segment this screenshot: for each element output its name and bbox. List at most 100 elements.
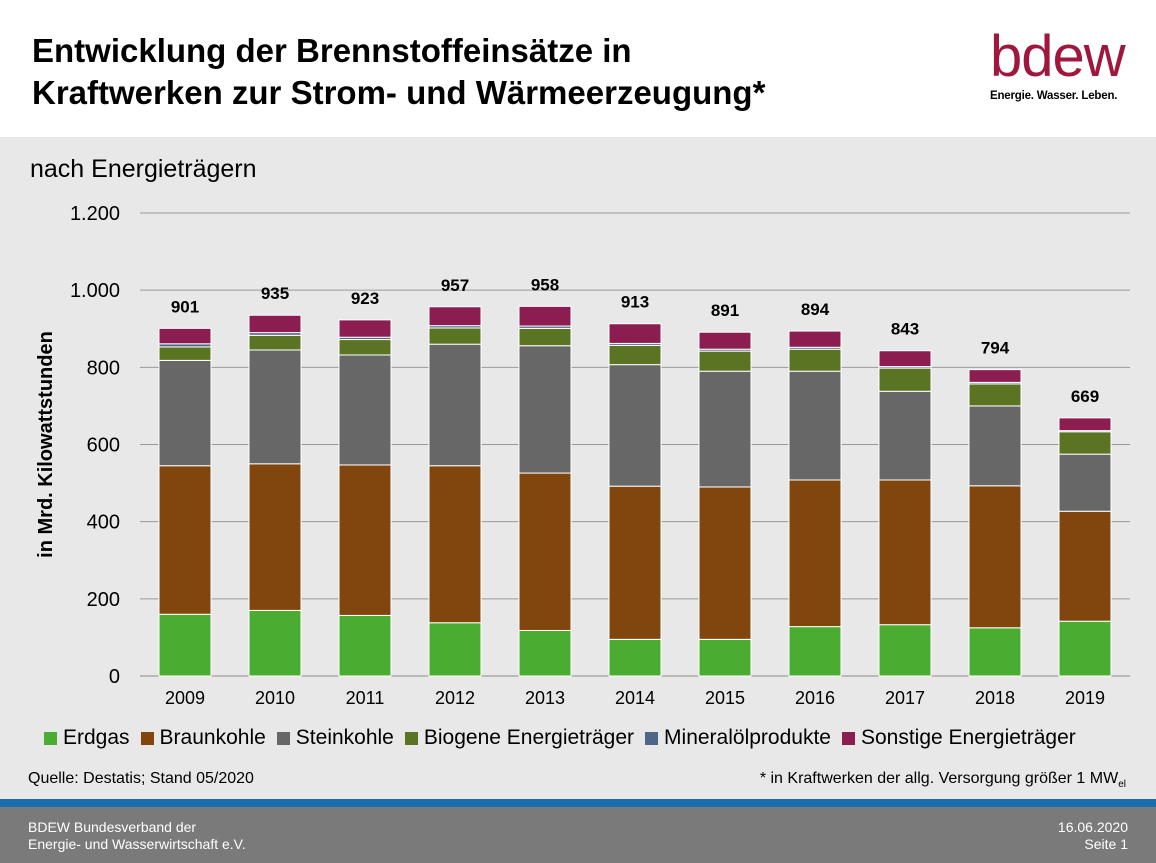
bar-segment — [248, 349, 302, 465]
x-tick-label: 2013 — [525, 688, 565, 708]
y-tick-label: 1.200 — [70, 203, 120, 225]
total-label: 894 — [801, 300, 830, 319]
bar-segment — [788, 626, 842, 677]
footer: BDEW Bundesverband der Energie- und Wass… — [0, 807, 1156, 863]
footnote-text: * in Kraftwerken der allg. Versorgung gr… — [759, 770, 1119, 787]
total-label: 901 — [171, 297, 199, 316]
bar-segment — [608, 323, 662, 344]
bar-segment — [878, 624, 932, 677]
bar-segment — [608, 364, 662, 487]
footer-page: Seite 1 — [1084, 836, 1128, 852]
bar-segment — [608, 344, 662, 366]
legend-swatch — [276, 731, 290, 745]
bar-segment — [518, 327, 572, 347]
bdew-logo: bdew Energie. Wasser. Leben. — [990, 24, 1140, 103]
bar-segment — [878, 390, 932, 481]
total-label: 891 — [711, 301, 739, 320]
legend-label: Mineralölprodukte — [664, 726, 831, 749]
bar-segment — [248, 463, 302, 611]
bar-segment — [338, 319, 392, 338]
header: Entwicklung der Brennstoffeinsätze in Kr… — [0, 0, 1156, 137]
chart-legend: Erdgas Braunkohle Steinkohle Biogene Energi… — [44, 726, 1144, 750]
bar-segment — [788, 330, 842, 348]
y-tick-label: 400 — [87, 512, 120, 534]
bar-segment — [788, 370, 842, 481]
bar-segment — [698, 331, 752, 350]
bar-segment — [878, 350, 932, 368]
bar-segment — [338, 614, 392, 677]
bar-segment — [1058, 620, 1112, 677]
legend-label: Biogene Energieträger — [423, 726, 635, 749]
bar-segment — [1058, 417, 1112, 432]
legend-item: Erdgas — [44, 726, 130, 750]
bar-segment — [338, 354, 392, 466]
legend-swatch — [841, 731, 855, 745]
legend-swatch — [140, 731, 154, 745]
bar-segment — [518, 305, 572, 327]
logo-tagline: Energie. Wasser. Leben. — [990, 90, 1118, 102]
logo-word: bdew — [990, 24, 1126, 89]
y-tick-label: 1.000 — [70, 280, 120, 302]
x-tick-label: 2016 — [795, 688, 835, 708]
bar-segment — [698, 350, 752, 372]
legend-label: Braunkohle — [159, 726, 266, 749]
bar-segment — [428, 343, 482, 467]
x-tick-label: 2017 — [885, 688, 925, 708]
x-tick-label: 2018 — [975, 688, 1015, 708]
legend-swatch — [645, 731, 659, 745]
bar-segment — [788, 479, 842, 628]
bar-segment — [878, 367, 932, 392]
bar-segment — [1058, 453, 1112, 512]
total-label: 923 — [351, 289, 379, 308]
bar-segment — [338, 464, 392, 616]
y-tick-label: 600 — [87, 435, 120, 457]
bar-segment — [428, 327, 482, 345]
y-tick-label: 0 — [109, 666, 120, 688]
bar-segment — [158, 346, 212, 361]
bar-segment — [968, 485, 1022, 629]
bar-segment — [698, 370, 752, 488]
stacked-bar-chart: 0 200 400 600 800 1.000 1.200 in Mrd. Kilowatts… — [35, 203, 1130, 708]
y-tick-label: 200 — [87, 589, 120, 611]
bar-segment — [158, 465, 212, 615]
total-label: 794 — [981, 339, 1010, 358]
y-axis-label: in Mrd. Kilowattstunden — [35, 331, 57, 558]
bar-segment — [878, 479, 932, 626]
legend-label: Steinkohle — [295, 726, 394, 749]
footer-organization: BDEW Bundesverband der Energie- und Wass… — [28, 819, 246, 852]
bar-segment — [428, 306, 482, 327]
bar-segment — [158, 327, 212, 345]
bar-segment — [518, 345, 572, 474]
total-label: 913 — [621, 293, 649, 312]
bar-segment — [248, 609, 302, 677]
bar-segment — [248, 314, 302, 334]
bar-segment — [608, 485, 662, 640]
x-tick-label: 2012 — [435, 688, 475, 708]
legend-item: Sonstige Energieträger — [841, 726, 1076, 750]
source-note: Quelle: Destatis; Stand 05/2020 — [28, 770, 254, 787]
footer-date: 16.06.2020 — [1057, 819, 1128, 835]
bar-segment — [158, 613, 212, 677]
bar-segment — [698, 486, 752, 640]
legend-item: Steinkohle — [276, 726, 394, 750]
legend-item: Biogene Energieträger — [404, 726, 635, 750]
x-tick-label: 2015 — [705, 688, 745, 708]
chart-subtitle: nach Energieträgern — [30, 155, 257, 183]
bar-segment — [968, 369, 1022, 383]
page-title: Entwicklung der Brennstoffeinsätze in Kr… — [32, 32, 766, 111]
bar-segment — [428, 622, 482, 677]
legend-swatch — [44, 731, 57, 745]
x-tick-label: 2010 — [255, 688, 295, 708]
bar-segment — [518, 472, 572, 631]
legend-label: Erdgas — [63, 726, 130, 749]
bar-segment — [158, 359, 212, 467]
legend-item: Braunkohle — [140, 726, 266, 750]
footer-meta: 16.06.2020 Seite 1 — [1058, 819, 1128, 853]
x-tick-label: 2014 — [615, 688, 655, 708]
bar-segment — [968, 405, 1022, 487]
bar-segment — [1058, 510, 1112, 622]
bar-segment — [518, 629, 572, 677]
legend-item: Mineralölprodukte — [645, 726, 831, 750]
bar-segment — [788, 348, 842, 372]
x-tick-label: 2011 — [346, 688, 385, 708]
